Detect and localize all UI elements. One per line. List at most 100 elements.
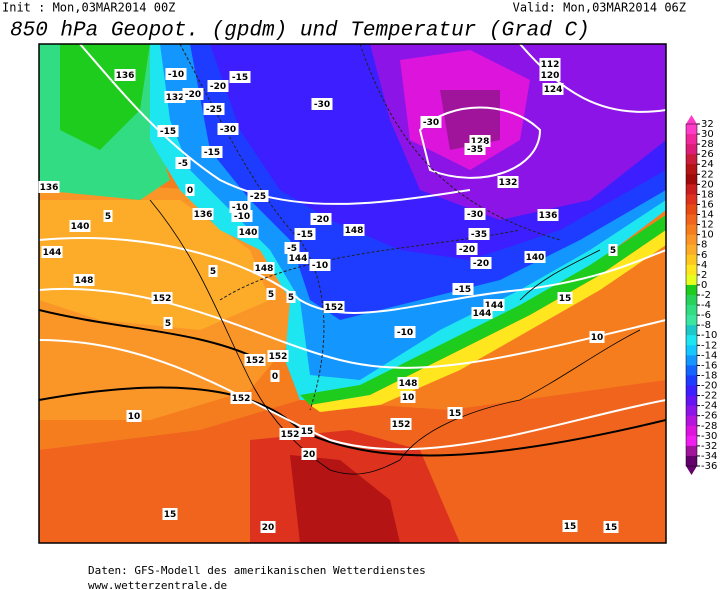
- contour-label: -15: [232, 73, 248, 83]
- contour-label: 136: [194, 210, 213, 220]
- contour-label-box: [497, 176, 519, 188]
- contour-label-box: [287, 252, 309, 264]
- contour-label: -20: [473, 259, 489, 269]
- contour-label: 132: [499, 178, 518, 188]
- colorbar-label: 22: [701, 169, 714, 180]
- colorbar-label: 10: [701, 230, 714, 241]
- contour-label: 148: [399, 379, 418, 389]
- contour-label-box: [464, 208, 486, 220]
- contour-label: 5: [210, 267, 216, 277]
- contour-label-box: [542, 83, 564, 95]
- colorbar-label: -2: [701, 290, 711, 301]
- contour-label-box: [420, 116, 442, 128]
- colorbar-band: [686, 234, 697, 246]
- colorbar-band: [686, 325, 697, 336]
- contour-label-box: [311, 98, 333, 110]
- contour-label: 152: [325, 303, 344, 313]
- colorbar-band: [686, 254, 697, 266]
- contour-label: -15: [204, 148, 220, 158]
- colorbar-label: -20: [701, 381, 717, 392]
- contour-label-box: [562, 520, 578, 532]
- contour-label: -20: [459, 245, 475, 255]
- contour-label: 148: [75, 276, 94, 286]
- colorbar-band: [686, 355, 697, 366]
- contour-label: 15: [605, 523, 618, 533]
- colorbar-label: 24: [701, 159, 714, 170]
- contour-label-box: [103, 210, 113, 222]
- contour-label-box: [310, 213, 332, 225]
- contour-label: -20: [210, 82, 226, 92]
- contour-label-box: [253, 262, 275, 274]
- contour-label: 152: [281, 430, 300, 440]
- contour-label: 144: [485, 301, 504, 311]
- contour-label-box: [151, 292, 173, 304]
- contour-label: 136: [116, 71, 135, 81]
- contour-label: 132: [166, 93, 185, 103]
- contour-label: 124: [544, 85, 563, 95]
- colorbar-label: -14: [701, 350, 717, 361]
- contour-label-box: [162, 508, 178, 520]
- contour-label: 0: [272, 372, 278, 382]
- contour-label-box: [294, 228, 316, 240]
- contour-label: 15: [559, 294, 572, 304]
- colorbar-label: -24: [701, 401, 717, 412]
- contour-label: 112: [541, 60, 560, 70]
- contour-label-box: [126, 410, 142, 422]
- contour-label: 0: [187, 186, 193, 196]
- colorbar-label: -10: [701, 330, 717, 341]
- contour-label-box: [468, 228, 490, 240]
- contour-label-box: [279, 428, 301, 440]
- contour-label-box: [260, 521, 276, 533]
- contour-label: 128: [471, 137, 490, 147]
- contour-label-box: [192, 208, 214, 220]
- colorbar-label: -28: [701, 421, 717, 432]
- contour-label: -30: [423, 118, 439, 128]
- contour-label-box: [207, 80, 229, 92]
- contour-label-box: [229, 71, 251, 83]
- colorbar-band: [686, 315, 697, 326]
- colorbar-band: [686, 375, 697, 387]
- contour-label: 20: [262, 523, 275, 533]
- contour-label: -10: [312, 261, 328, 271]
- footer-url: www.wetterzentrale.de: [88, 579, 227, 590]
- contour-label-box: [266, 288, 276, 300]
- contour-label: 5: [288, 293, 294, 303]
- contour-label-box: [537, 209, 559, 221]
- contour-label-box: [165, 68, 187, 80]
- contour-label-box: [201, 146, 223, 158]
- colorbar-band: [686, 365, 697, 376]
- contour-label-box: [230, 392, 252, 404]
- contour-label: -5: [178, 159, 188, 169]
- colorbar-band: [686, 264, 697, 276]
- contour-label-box: [299, 425, 315, 437]
- colorbar-band: [686, 284, 697, 296]
- contour-label: -10: [168, 70, 184, 80]
- init-time: Init : Mon,03MAR2014 00Z: [2, 1, 175, 15]
- colorbar-band: [686, 274, 697, 286]
- contour-label-box: [608, 244, 618, 256]
- contour-label: -35: [467, 145, 483, 155]
- contour-label: -10: [397, 328, 413, 338]
- contour-label: -25: [206, 105, 222, 115]
- colorbar-bottom-arrow: [686, 466, 697, 475]
- colorbar-label: -12: [701, 340, 717, 351]
- contour-label: 136: [539, 211, 558, 221]
- contour-label: -15: [297, 230, 313, 240]
- contour-label-box: [247, 190, 269, 202]
- contour-label: 5: [610, 246, 616, 256]
- contour-label: 140: [239, 228, 258, 238]
- contour-label: -30: [220, 125, 236, 135]
- contour-label-box: [603, 521, 619, 533]
- colorbar-top-arrow: [686, 115, 697, 124]
- colorbar-band: [686, 174, 697, 185]
- contour-label: 144: [43, 248, 62, 258]
- colorbar-label: 30: [701, 129, 714, 140]
- colorbar-label: -34: [701, 451, 717, 462]
- contour-label-box: [237, 226, 259, 238]
- contour-label: -25: [250, 192, 266, 202]
- contour-label-box: [175, 157, 191, 169]
- contour-label: 5: [165, 319, 171, 329]
- colorbar-band: [686, 335, 697, 346]
- colorbar-band: [686, 415, 697, 427]
- contour-label: -20: [313, 215, 329, 225]
